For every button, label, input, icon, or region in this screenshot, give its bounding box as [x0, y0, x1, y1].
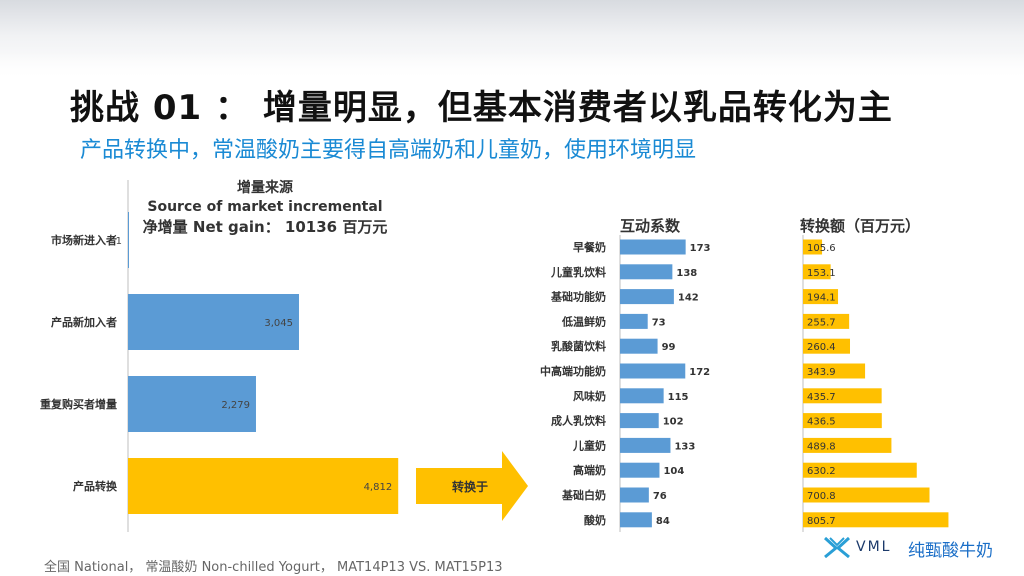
value-label: 2,279 — [221, 400, 250, 411]
conversion-value: 194.1 — [807, 293, 836, 304]
conversion-value: 105.6 — [807, 243, 836, 254]
bar — [128, 376, 256, 432]
header-background — [0, 0, 1024, 92]
arrow-shape — [416, 451, 528, 521]
conversion-bar — [803, 239, 823, 255]
vml-logo-text: VML — [856, 539, 892, 555]
bar — [128, 458, 399, 514]
category-label: 高端奶 — [573, 463, 606, 477]
brand-name: 纯甄酸牛奶 — [908, 541, 993, 561]
category-label: 中高端功能奶 — [540, 364, 606, 378]
coefficient-bar — [620, 512, 652, 528]
footer-note: 全国 National， 常温酸奶 Non-chilled Yogurt， MA… — [44, 560, 503, 575]
coefficient-value: 142 — [678, 293, 699, 304]
conversion-value: 700.8 — [807, 491, 836, 502]
category-label: 乳酸菌饮料 — [551, 339, 606, 353]
page-title: 挑战 01 ： 增量明显，但基本消费者以乳品转化为主 — [70, 88, 893, 128]
category-label: 市场新进入者 — [51, 233, 117, 247]
value-label: 4,812 — [364, 482, 393, 493]
coefficient-value: 102 — [663, 417, 684, 428]
category-label: 产品转换 — [73, 479, 118, 493]
category-label: 儿童乳饮料 — [550, 265, 606, 279]
category-label: 酸奶 — [584, 513, 606, 527]
conversion-bar — [803, 289, 839, 305]
coefficient-bar — [620, 363, 686, 379]
vml-logo-icon — [824, 536, 850, 558]
coefficient-bar — [620, 338, 658, 354]
conversion-bar — [803, 462, 917, 478]
coefficient-value: 73 — [652, 317, 666, 328]
coefficient-value: 104 — [663, 466, 684, 477]
category-label: 低温鲜奶 — [561, 314, 606, 328]
category-label: 重复购买者增量 — [40, 397, 117, 411]
conversion-bar — [803, 512, 949, 528]
category-label: 基础白奶 — [561, 488, 606, 502]
coefficient-bar — [620, 289, 674, 305]
chart-conversion: 互动系数 转换额（百万元） 早餐奶 173 105.6 儿童乳饮料 138 153.1 基础… — [540, 217, 949, 532]
coefficient-value: 173 — [690, 243, 711, 254]
conversion-bar — [803, 313, 850, 329]
coefficient-bar — [620, 413, 659, 429]
coefficient-value: 99 — [662, 342, 676, 353]
conversion-value: 435.7 — [807, 392, 836, 403]
chart-title-line-2: Source of market incremental — [147, 199, 382, 215]
conversion-value: 805.7 — [807, 516, 836, 527]
chart-title-line-3: 净增量 Net gain： 10136 百万元 — [143, 218, 388, 236]
coefficient-value: 84 — [656, 516, 670, 527]
coefficient-bar — [620, 239, 686, 255]
coefficient-value: 76 — [653, 491, 667, 502]
coefficient-bar — [620, 437, 671, 453]
vml-logo: VML — [824, 536, 891, 558]
category-label: 基础功能奶 — [550, 290, 606, 304]
category-label: 风味奶 — [573, 389, 606, 403]
conversion-bar — [803, 338, 851, 354]
coefficient-value: 115 — [668, 392, 689, 403]
conversion-value: 630.2 — [807, 466, 836, 477]
bar — [128, 294, 299, 350]
conversion-value: 343.9 — [807, 367, 836, 378]
coefficient-value: 133 — [674, 441, 695, 452]
conversion-arrow: 转换于 — [416, 451, 528, 521]
chart-title-line-1: 增量来源 — [237, 179, 293, 196]
conversion-bar — [803, 413, 882, 429]
coefficient-bar — [620, 264, 673, 280]
category-label: 早餐奶 — [573, 240, 606, 254]
chart-incremental-source: 增量来源 Source of market incremental 净增量 Ne… — [40, 179, 399, 532]
conversion-bar — [803, 487, 930, 503]
bar — [128, 212, 129, 268]
category-label: 儿童奶 — [572, 438, 606, 452]
conversion-bar — [803, 363, 866, 379]
conversion-bar — [803, 264, 831, 280]
value-label: 3,045 — [264, 318, 293, 329]
conversion-bar — [803, 388, 882, 404]
coefficient-value: 172 — [689, 367, 710, 378]
conversion-title: 转换额（百万元） — [800, 217, 920, 235]
arrow-label: 转换于 — [452, 479, 488, 494]
coefficient-bar — [620, 487, 649, 503]
page-subtitle: 产品转换中，常温酸奶主要得自高端奶和儿童奶，使用环境明显 — [80, 138, 697, 163]
conversion-value: 436.5 — [807, 417, 836, 428]
coefficient-bar — [620, 313, 648, 329]
category-label: 产品新加入者 — [51, 315, 117, 329]
coefficient-bar — [620, 388, 664, 404]
conversion-value: 489.8 — [807, 441, 836, 452]
conversion-value: 260.4 — [807, 342, 836, 353]
category-label: 成人乳饮料 — [551, 414, 606, 428]
conversion-bar — [803, 437, 892, 453]
coefficient-value: 138 — [676, 268, 697, 279]
conversion-value: 153.1 — [807, 268, 836, 279]
coefficient-bar — [620, 462, 660, 478]
value-label: 1 — [116, 236, 122, 247]
conversion-value: 255.7 — [807, 317, 836, 328]
coefficient-title: 互动系数 — [620, 217, 681, 235]
